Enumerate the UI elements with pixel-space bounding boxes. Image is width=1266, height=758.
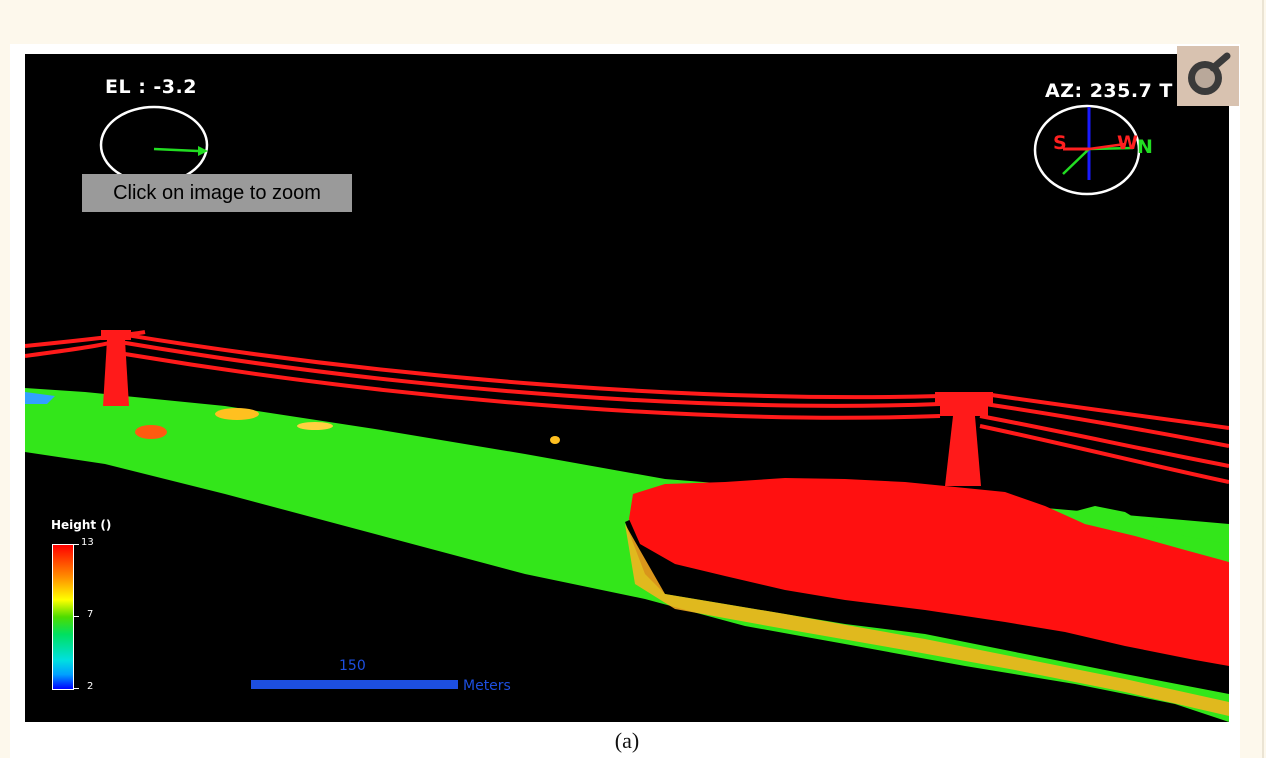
yellow-cluster-2 <box>297 422 333 430</box>
scale-bar <box>251 680 458 689</box>
height-color-ramp <box>52 544 74 690</box>
west-label: W <box>1117 132 1138 154</box>
orange-cluster <box>135 425 167 439</box>
legend-tick-mid: 7 <box>87 609 94 620</box>
yellow-cluster-3 <box>550 436 560 444</box>
scale-bar-unit: Meters <box>463 678 511 694</box>
lidar-point-cloud-image[interactable]: EL : -3.2 AZ: 235.7 T S W N Click on ima… <box>25 54 1229 722</box>
magnifier-icon <box>1188 52 1231 95</box>
elevation-label: EL : -3.2 <box>105 76 197 98</box>
scale-bar-value: 150 <box>339 658 366 674</box>
legend-tick-mark <box>74 544 79 545</box>
yellow-cluster-1 <box>215 408 259 420</box>
figure-caption: (a) <box>614 728 640 753</box>
transmission-tower-2 <box>935 392 993 486</box>
legend-tick-mark <box>74 688 79 689</box>
point-cloud-scene <box>25 330 1229 722</box>
north-label: N <box>1137 136 1153 158</box>
legend-tick-mark <box>74 616 79 617</box>
water-patch <box>25 392 55 404</box>
azimuth-compass <box>1033 104 1141 196</box>
high-vegetation-points <box>629 478 1229 666</box>
legend-title: Height () <box>51 518 112 532</box>
legend-tick-min: 2 <box>87 681 94 692</box>
ground-fringe <box>625 524 1229 716</box>
south-label: S <box>1053 132 1067 154</box>
transmission-tower-1 <box>101 330 131 406</box>
zoom-button[interactable] <box>1177 46 1239 106</box>
zoom-hint-tooltip: Click on image to zoom <box>82 174 352 212</box>
ground-points <box>25 388 1229 722</box>
page-edge <box>1262 0 1264 758</box>
right-ground-patch <box>1065 506 1229 562</box>
legend-tick-max: 13 <box>81 537 94 548</box>
azimuth-label: AZ: 235.7 T <box>1045 80 1173 102</box>
power-lines <box>25 330 1229 484</box>
